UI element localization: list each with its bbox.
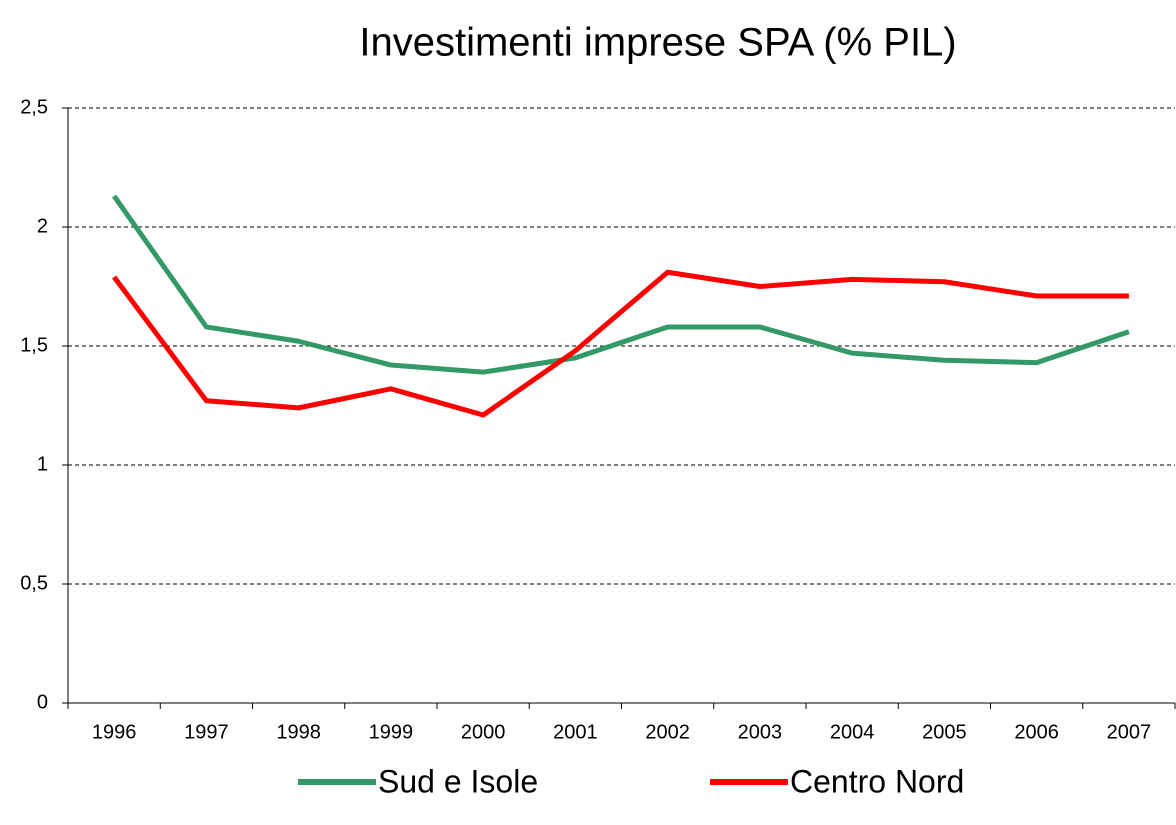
y-tick-label: 0 (37, 691, 48, 713)
line-series (112, 269, 1129, 418)
x-tick-label: 2003 (738, 721, 783, 743)
x-tick-label: 1999 (369, 721, 414, 743)
x-tick-label: 1997 (184, 721, 229, 743)
x-tick-label: 2000 (461, 721, 506, 743)
x-tick-label: 1996 (92, 721, 137, 743)
y-tick-label: 1,5 (20, 334, 48, 356)
x-tick-label: 2004 (830, 721, 875, 743)
legend-label: Centro Nord (790, 763, 964, 799)
x-tick-label: 2002 (645, 721, 690, 743)
x-tick-label: 1998 (276, 721, 321, 743)
chart-title: Investimenti imprese SPA (% PIL) (359, 21, 956, 65)
legend-label: Sud e Isole (378, 763, 538, 799)
y-tick-label: 1 (37, 453, 48, 475)
x-tick-label: 2005 (922, 721, 967, 743)
x-tick-label: 2006 (1014, 721, 1059, 743)
y-tick-label: 0,5 (20, 572, 48, 594)
y-tick-label: 2,5 (20, 96, 48, 118)
x-tick-label: 2001 (553, 721, 598, 743)
line-series (112, 194, 1130, 375)
y-tick-label: 2 (37, 215, 48, 237)
x-tick-label: 2007 (1107, 721, 1152, 743)
